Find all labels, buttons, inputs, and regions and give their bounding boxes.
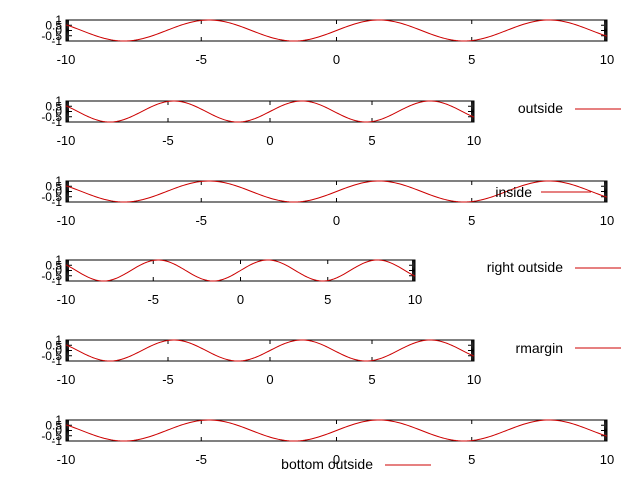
y-tick-label: -0.5 — [41, 110, 62, 124]
x-tick-label: -5 — [162, 372, 174, 387]
x-tick-label: -10 — [57, 52, 76, 67]
x-tick-label: -10 — [57, 133, 76, 148]
x-tick-label: 10 — [467, 372, 481, 387]
x-tick-label: 5 — [468, 52, 475, 67]
y-tick-label: 1 — [55, 413, 62, 427]
x-tick-label: 10 — [600, 52, 614, 67]
y-tick-label: -1 — [51, 354, 62, 368]
y-tick-label: 0 — [55, 424, 62, 438]
x-tick-label: -5 — [195, 452, 207, 467]
y-tick-label: 1 — [55, 333, 62, 347]
y-tick-label: 0 — [55, 105, 62, 119]
y-tick-label: 0.5 — [45, 418, 62, 432]
x-tick-label: -10 — [57, 292, 76, 307]
chart-panel: 10.50-0.5-1-10 -5 0 5 10 — [41, 13, 614, 67]
x-tick-label: 0 — [237, 292, 244, 307]
legend-label: rmargin — [516, 340, 563, 356]
y-tick-label: -0.5 — [41, 349, 62, 363]
y-tick-label: -1 — [51, 274, 62, 288]
x-tick-label: 10 — [600, 452, 614, 467]
x-tick-label: 0 — [333, 213, 340, 228]
x-tick-label: -10 — [57, 213, 76, 228]
x-tick-label: -5 — [162, 133, 174, 148]
x-tick-label: 0 — [333, 52, 340, 67]
y-tick-label: 0 — [55, 264, 62, 278]
y-tick-label: 0.5 — [45, 99, 62, 113]
x-tick-label: -5 — [195, 52, 207, 67]
y-tick-label: 0 — [55, 185, 62, 199]
x-tick-label: 0 — [266, 372, 273, 387]
x-tick-label: 5 — [468, 452, 475, 467]
x-tick-label: 10 — [408, 292, 422, 307]
x-tick-label: 5 — [368, 372, 375, 387]
y-tick-label: 0.5 — [45, 18, 62, 32]
x-tick-label: -10 — [57, 452, 76, 467]
x-tick-label: 10 — [600, 213, 614, 228]
y-tick-label: -0.5 — [41, 429, 62, 443]
y-tick-label: 0.5 — [45, 258, 62, 272]
y-tick-label: 0 — [55, 24, 62, 38]
y-tick-label: 0.5 — [45, 338, 62, 352]
y-tick-label: -1 — [51, 434, 62, 448]
y-tick-label: 0.5 — [45, 179, 62, 193]
y-tick-label: -1 — [51, 34, 62, 48]
x-tick-label: -10 — [57, 372, 76, 387]
y-tick-label: -1 — [51, 195, 62, 209]
y-tick-label: 1 — [55, 13, 62, 27]
x-tick-label: 5 — [468, 213, 475, 228]
axis-ticks — [65, 259, 416, 282]
x-tick-label: 5 — [368, 133, 375, 148]
x-tick-label: 0 — [333, 452, 340, 467]
series-line — [65, 339, 475, 362]
series-line — [65, 100, 475, 123]
y-tick-label: -0.5 — [41, 29, 62, 43]
y-tick-label: 1 — [55, 174, 62, 188]
legend-label: inside — [495, 184, 532, 200]
x-tick-label: -5 — [147, 292, 159, 307]
y-tick-label: -1 — [51, 115, 62, 129]
y-tick-label: 0 — [55, 344, 62, 358]
axis-ticks — [65, 180, 608, 203]
series-line — [65, 419, 608, 442]
series-line — [65, 180, 608, 203]
legend-label: right outside — [487, 259, 563, 275]
legend-label: outside — [518, 100, 563, 116]
y-tick-label: -0.5 — [41, 269, 62, 283]
axis-ticks — [65, 339, 475, 362]
series-line — [65, 19, 608, 42]
legend-label: bottom outside — [281, 456, 373, 472]
axis-ticks — [65, 100, 475, 123]
y-tick-label: 1 — [55, 253, 62, 267]
y-tick-label: 1 — [55, 94, 62, 108]
x-tick-label: 5 — [324, 292, 331, 307]
series-line — [65, 259, 416, 282]
y-tick-label: -0.5 — [41, 190, 62, 204]
x-tick-label: 10 — [467, 133, 481, 148]
axis-ticks — [65, 419, 608, 442]
x-tick-label: -5 — [195, 213, 207, 228]
x-tick-label: 0 — [266, 133, 273, 148]
